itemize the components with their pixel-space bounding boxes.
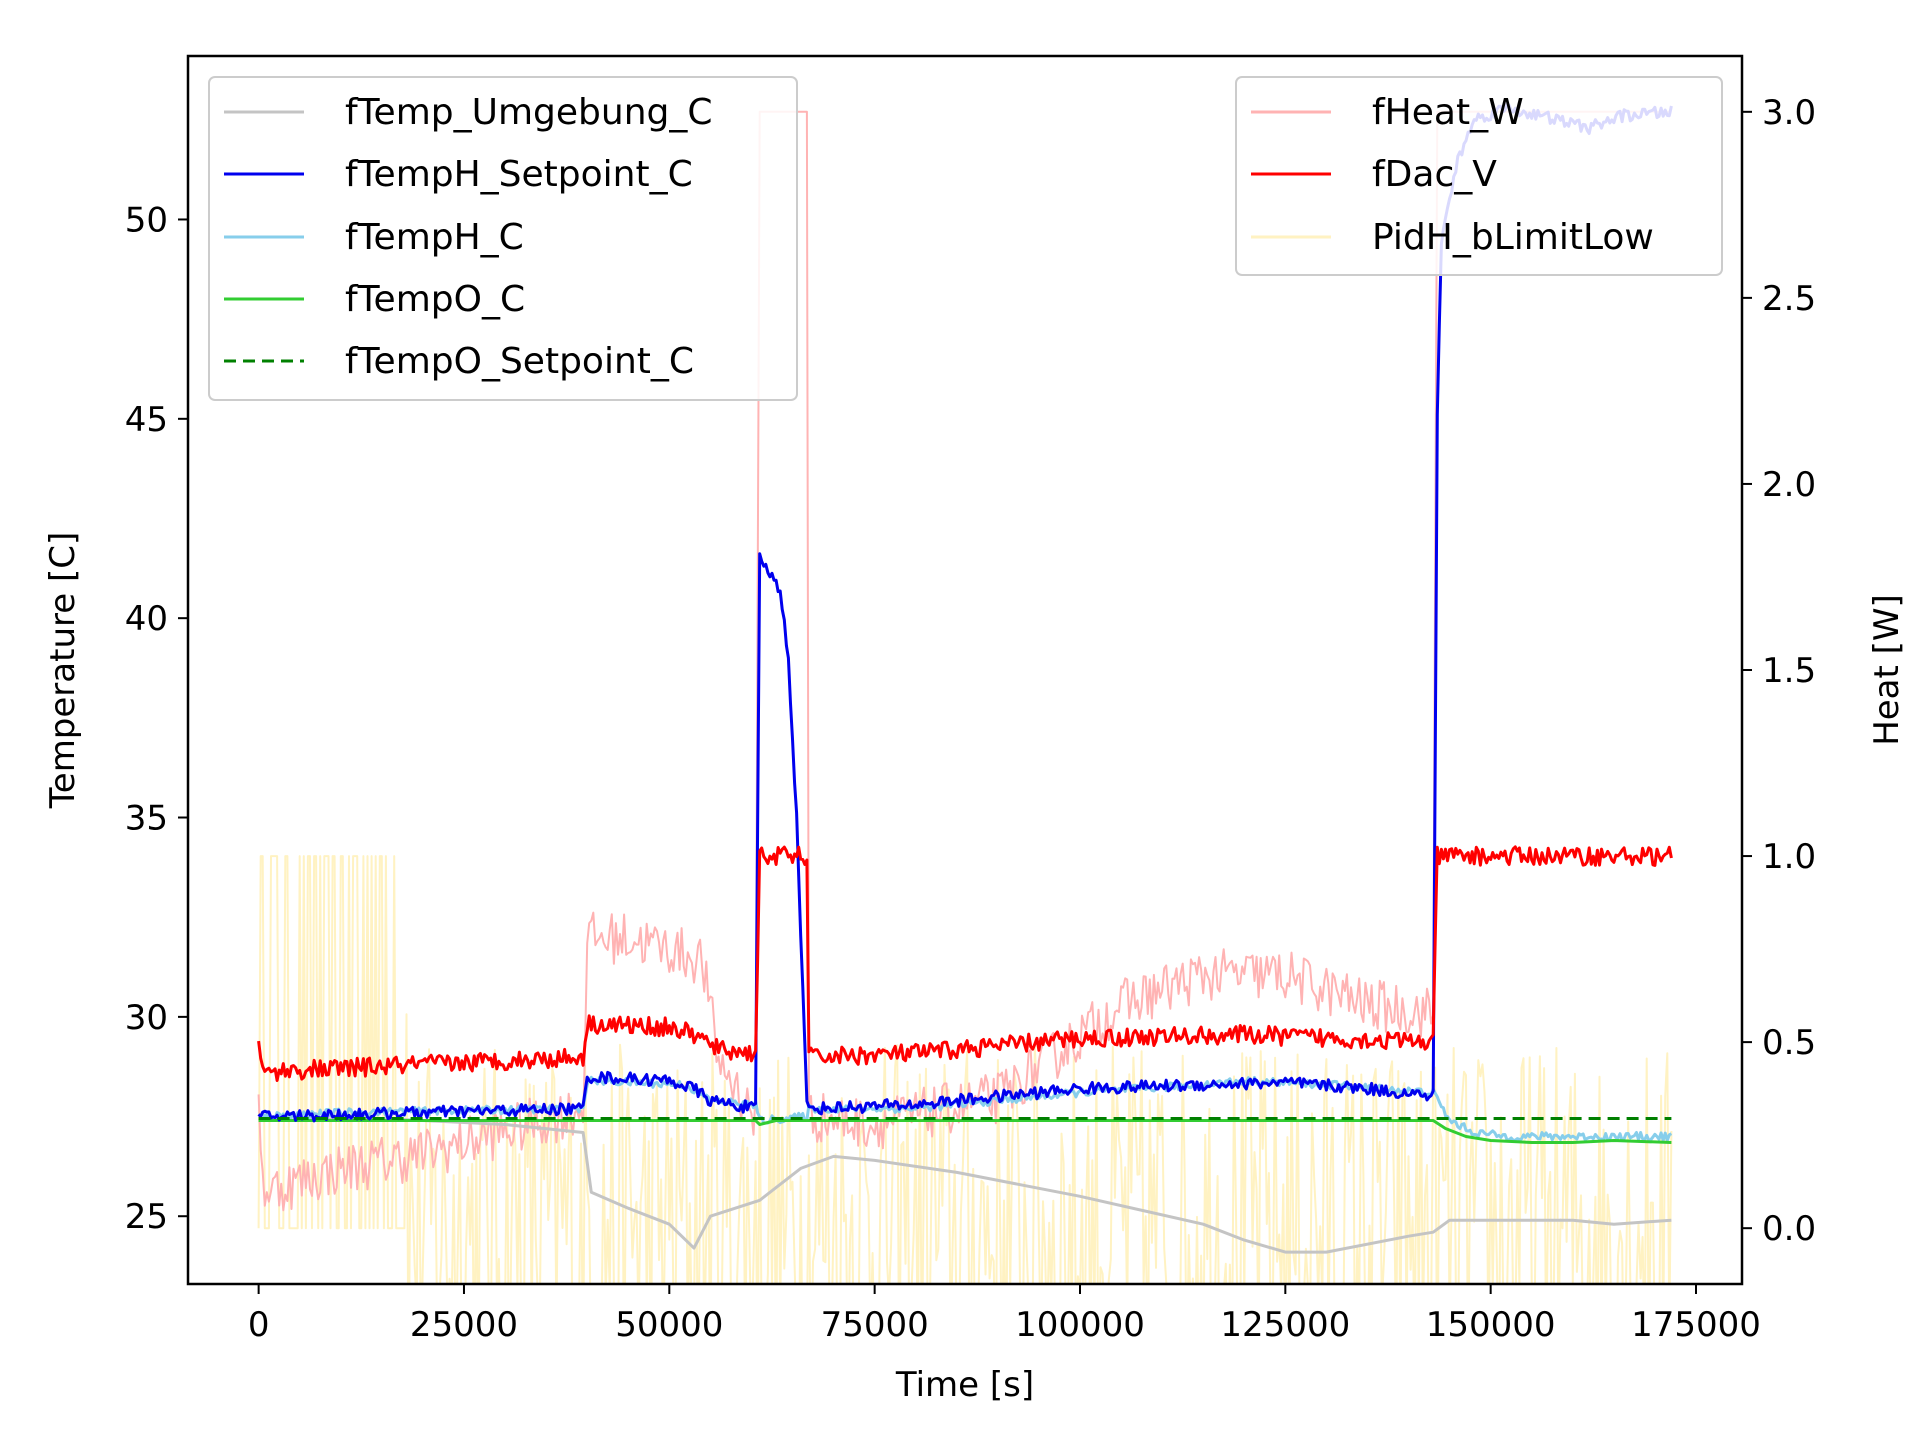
y-right-tick-label: 1.0 <box>1762 837 1816 877</box>
y-right-tick-label: 0.5 <box>1762 1023 1816 1063</box>
series-fTempH_Setpoint_C <box>257 102 1673 1123</box>
y-left-tick-label: 40 <box>125 599 168 639</box>
legend-label-dac: fDac_V <box>1372 154 1497 195</box>
series-fTempO_C <box>258 1119 1672 1144</box>
y-axis-left-label: Temperature [C] <box>43 532 83 809</box>
y-right-tick-label: 2.0 <box>1762 465 1816 505</box>
y-left-tick-label: 50 <box>125 200 168 240</box>
series-fDac_V <box>257 845 1673 1082</box>
x-tick-label: 125000 <box>1220 1305 1350 1345</box>
x-tick-label: 100000 <box>1015 1305 1145 1345</box>
series-PidH_bLimitLow <box>257 855 1673 1284</box>
y-right-tick-label: 2.5 <box>1762 279 1816 319</box>
y-axis-right: 0.0 0.5 1.0 1.5 2.0 2.5 3.0 <box>1742 93 1816 1249</box>
y-left-tick-label: 35 <box>125 799 168 839</box>
series-layer <box>257 102 1673 1284</box>
y-right-tick-label: 3.0 <box>1762 93 1816 133</box>
legend-left-box <box>208 76 798 401</box>
legend-label-umgebung: fTemp_Umgebung_C <box>345 92 713 133</box>
x-axis-label: Time [s] <box>895 1365 1034 1405</box>
x-axis: 0 25000 50000 75000 100000 125000 150000 175000 <box>248 1284 1761 1345</box>
legend-right: fHeat_W fDac_V PidH_bLimitLow <box>1235 76 1723 276</box>
series-fTempH_C <box>258 1075 1673 1142</box>
x-tick-label: 50000 <box>615 1305 723 1345</box>
x-tick-label: 175000 <box>1631 1305 1761 1345</box>
legend-left: fTemp_Umgebung_C fTempH_Setpoint_C fTemp… <box>208 76 798 401</box>
y-right-tick-label: 0.0 <box>1762 1209 1816 1249</box>
legend-label-temph-setpoint: fTempH_Setpoint_C <box>345 154 693 195</box>
legend-label-bLimitLow: PidH_bLimitLow <box>1372 217 1654 258</box>
series-fTemp_Umgebung_C <box>258 1117 1672 1254</box>
legend-label-tempo: fTempO_C <box>345 279 525 320</box>
x-tick-label: 25000 <box>410 1305 518 1345</box>
legend-label-temph: fTempH_C <box>345 217 524 258</box>
y-right-tick-label: 1.5 <box>1762 651 1816 691</box>
legend-label-heat: fHeat_W <box>1372 92 1524 133</box>
x-tick-label: 150000 <box>1426 1305 1556 1345</box>
y-axis-left: 25 30 35 40 45 50 <box>125 200 188 1237</box>
legend-right-box <box>1235 76 1723 276</box>
y-axis-right-label: Heat [W] <box>1867 594 1907 746</box>
y-left-tick-label: 30 <box>125 998 168 1038</box>
y-left-tick-label: 25 <box>125 1197 168 1237</box>
legend-label-tempo-setpoint: fTempO_Setpoint_C <box>345 341 694 382</box>
x-tick-label: 0 <box>248 1305 270 1345</box>
y-left-tick-label: 45 <box>125 400 168 440</box>
x-tick-label: 75000 <box>821 1305 929 1345</box>
